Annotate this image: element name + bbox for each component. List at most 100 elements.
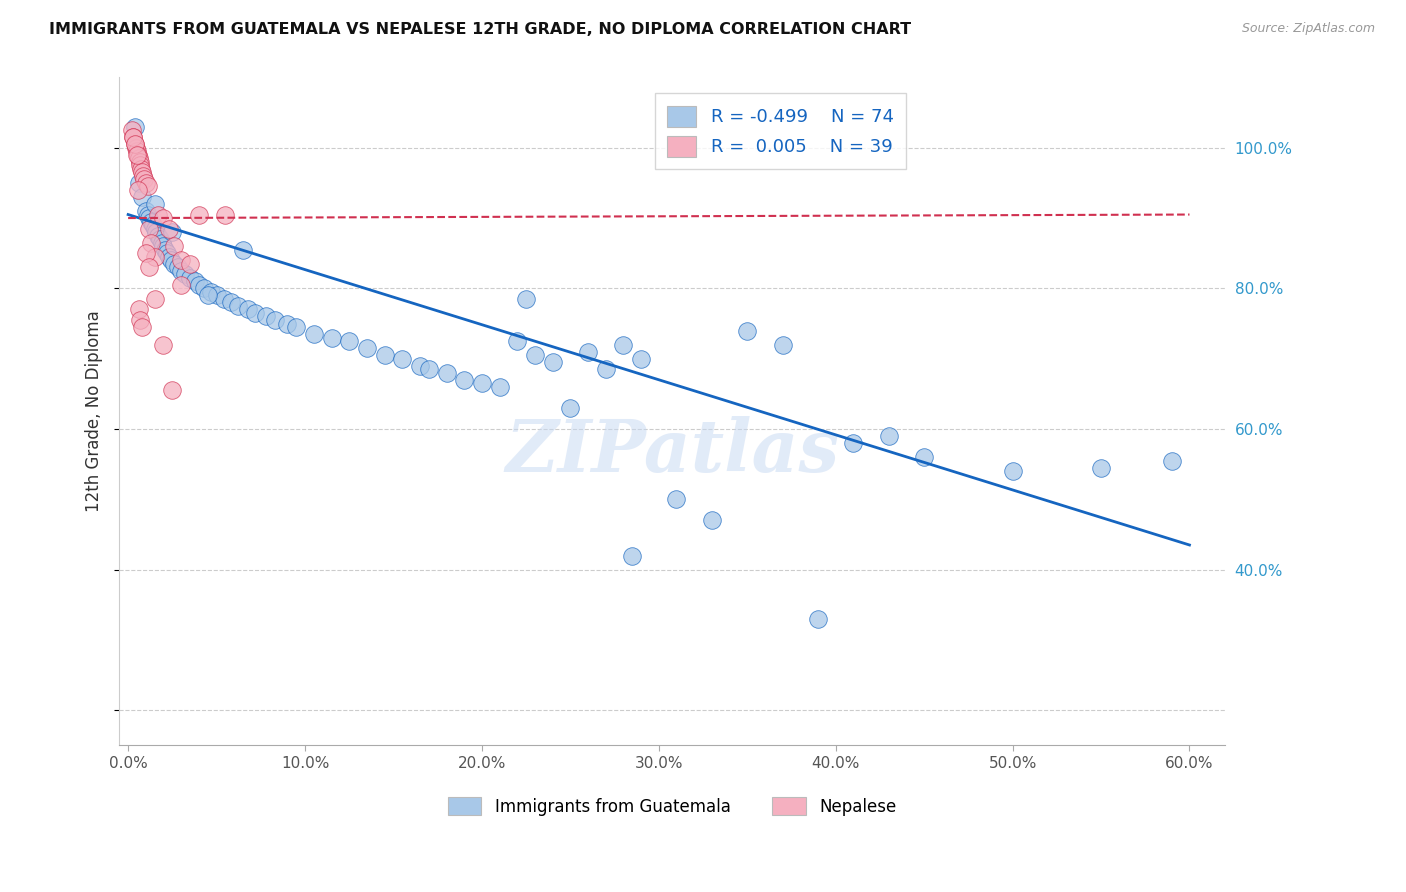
Point xyxy=(166,260,188,275)
Point xyxy=(665,492,688,507)
Point xyxy=(205,288,228,302)
Point xyxy=(285,320,308,334)
Point xyxy=(200,285,222,299)
Point xyxy=(912,450,935,464)
Point xyxy=(321,330,343,344)
Legend: Immigrants from Guatemala, Nepalese: Immigrants from Guatemala, Nepalese xyxy=(441,790,903,822)
Point xyxy=(576,344,599,359)
Point xyxy=(302,327,325,342)
Point xyxy=(136,208,159,222)
Point xyxy=(150,235,173,250)
Point xyxy=(121,123,143,137)
Point xyxy=(276,317,298,331)
Point xyxy=(436,366,458,380)
Point xyxy=(128,176,150,190)
Point xyxy=(170,253,193,268)
Point xyxy=(772,337,794,351)
Point xyxy=(138,211,160,225)
Point xyxy=(612,337,634,351)
Point xyxy=(842,436,865,450)
Point xyxy=(1001,464,1024,478)
Point xyxy=(155,243,177,257)
Point xyxy=(128,151,150,165)
Point xyxy=(132,172,155,186)
Point xyxy=(700,513,723,527)
Point xyxy=(560,401,582,415)
Text: ZIPatlas: ZIPatlas xyxy=(505,416,839,487)
Point xyxy=(131,320,153,334)
Point xyxy=(127,183,149,197)
Point xyxy=(145,225,167,239)
Point xyxy=(238,302,260,317)
Point xyxy=(157,250,180,264)
Point xyxy=(162,225,184,239)
Point xyxy=(129,158,152,172)
Point xyxy=(515,292,537,306)
Point xyxy=(595,362,617,376)
Point xyxy=(159,253,181,268)
Point xyxy=(418,362,440,376)
Point xyxy=(131,165,153,179)
Point xyxy=(152,239,174,253)
Point xyxy=(157,221,180,235)
Point xyxy=(173,268,195,282)
Point xyxy=(132,169,155,183)
Point xyxy=(124,120,146,134)
Point xyxy=(232,243,254,257)
Point xyxy=(136,179,159,194)
Point xyxy=(138,221,160,235)
Point xyxy=(187,277,209,292)
Point xyxy=(122,130,145,145)
Point xyxy=(143,250,166,264)
Point xyxy=(735,324,758,338)
Point xyxy=(163,257,186,271)
Point xyxy=(148,208,170,222)
Point xyxy=(488,380,510,394)
Point xyxy=(264,313,287,327)
Point xyxy=(541,355,564,369)
Point xyxy=(143,292,166,306)
Point xyxy=(219,295,242,310)
Text: Source: ZipAtlas.com: Source: ZipAtlas.com xyxy=(1241,22,1375,36)
Point xyxy=(125,141,148,155)
Point xyxy=(184,274,207,288)
Point xyxy=(409,359,432,373)
Point xyxy=(129,313,152,327)
Point xyxy=(356,341,378,355)
Point xyxy=(139,214,162,228)
Point xyxy=(471,376,494,391)
Point xyxy=(523,348,546,362)
Point xyxy=(135,246,157,260)
Point xyxy=(125,148,148,162)
Point xyxy=(143,221,166,235)
Point xyxy=(142,218,165,232)
Point xyxy=(212,292,235,306)
Text: IMMIGRANTS FROM GUATEMALA VS NEPALESE 12TH GRADE, NO DIPLOMA CORRELATION CHART: IMMIGRANTS FROM GUATEMALA VS NEPALESE 12… xyxy=(49,22,911,37)
Point xyxy=(214,208,236,222)
Point xyxy=(170,264,193,278)
Point xyxy=(621,549,644,563)
Point xyxy=(131,190,153,204)
Point xyxy=(127,148,149,162)
Y-axis label: 12th Grade, No Diploma: 12th Grade, No Diploma xyxy=(86,310,103,512)
Point xyxy=(374,348,396,362)
Point xyxy=(135,204,157,219)
Point xyxy=(135,176,157,190)
Point xyxy=(128,154,150,169)
Point xyxy=(1160,453,1182,467)
Point xyxy=(122,130,145,145)
Point xyxy=(337,334,360,348)
Point xyxy=(143,197,166,211)
Point xyxy=(193,281,215,295)
Point xyxy=(156,246,179,260)
Point xyxy=(149,232,172,246)
Point xyxy=(152,337,174,351)
Point xyxy=(245,306,267,320)
Point xyxy=(179,270,201,285)
Point xyxy=(125,145,148,159)
Point xyxy=(139,235,162,250)
Point xyxy=(453,373,475,387)
Point xyxy=(128,302,150,317)
Point xyxy=(807,612,830,626)
Point xyxy=(197,288,219,302)
